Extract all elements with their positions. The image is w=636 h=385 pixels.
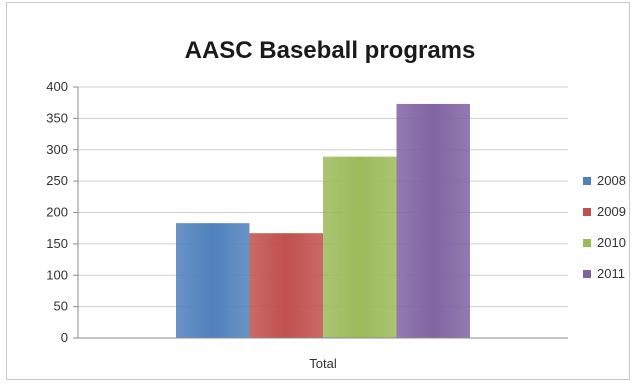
legend-swatch-2010 (583, 239, 591, 247)
legend-swatch-2011 (583, 270, 591, 278)
y-tick-label: 200 (46, 205, 68, 220)
y-tick-label: 350 (46, 110, 68, 125)
x-category-label: Total (309, 356, 337, 371)
chart-title: AASC Baseball programs (185, 37, 476, 64)
legend-label: 2011 (597, 266, 625, 281)
legend: 2008 2009 2010 2011 (583, 173, 626, 281)
y-tick-label: 50 (54, 299, 68, 314)
y-tick-label: 0 (61, 330, 68, 345)
y-tick-label: 400 (46, 79, 68, 94)
bar-2011 (396, 103, 470, 338)
legend-label: 2009 (597, 204, 626, 219)
y-axis-ticks: 0 50 100 150 200 250 300 350 400 (46, 79, 78, 345)
bar-2010 (323, 156, 397, 338)
legend-swatch-2008 (583, 177, 591, 185)
bars (176, 103, 470, 338)
x-axis: Total (77, 87, 568, 371)
y-tick-label: 300 (46, 142, 68, 157)
legend-label: 2008 (597, 173, 626, 188)
bar-2008 (176, 223, 250, 338)
y-tick-label: 150 (46, 236, 68, 251)
bar-2009 (249, 233, 323, 338)
legend-swatch-2009 (583, 208, 591, 216)
y-tick-label: 250 (46, 173, 68, 188)
y-tick-label: 100 (46, 267, 68, 282)
legend-label: 2010 (597, 235, 626, 250)
